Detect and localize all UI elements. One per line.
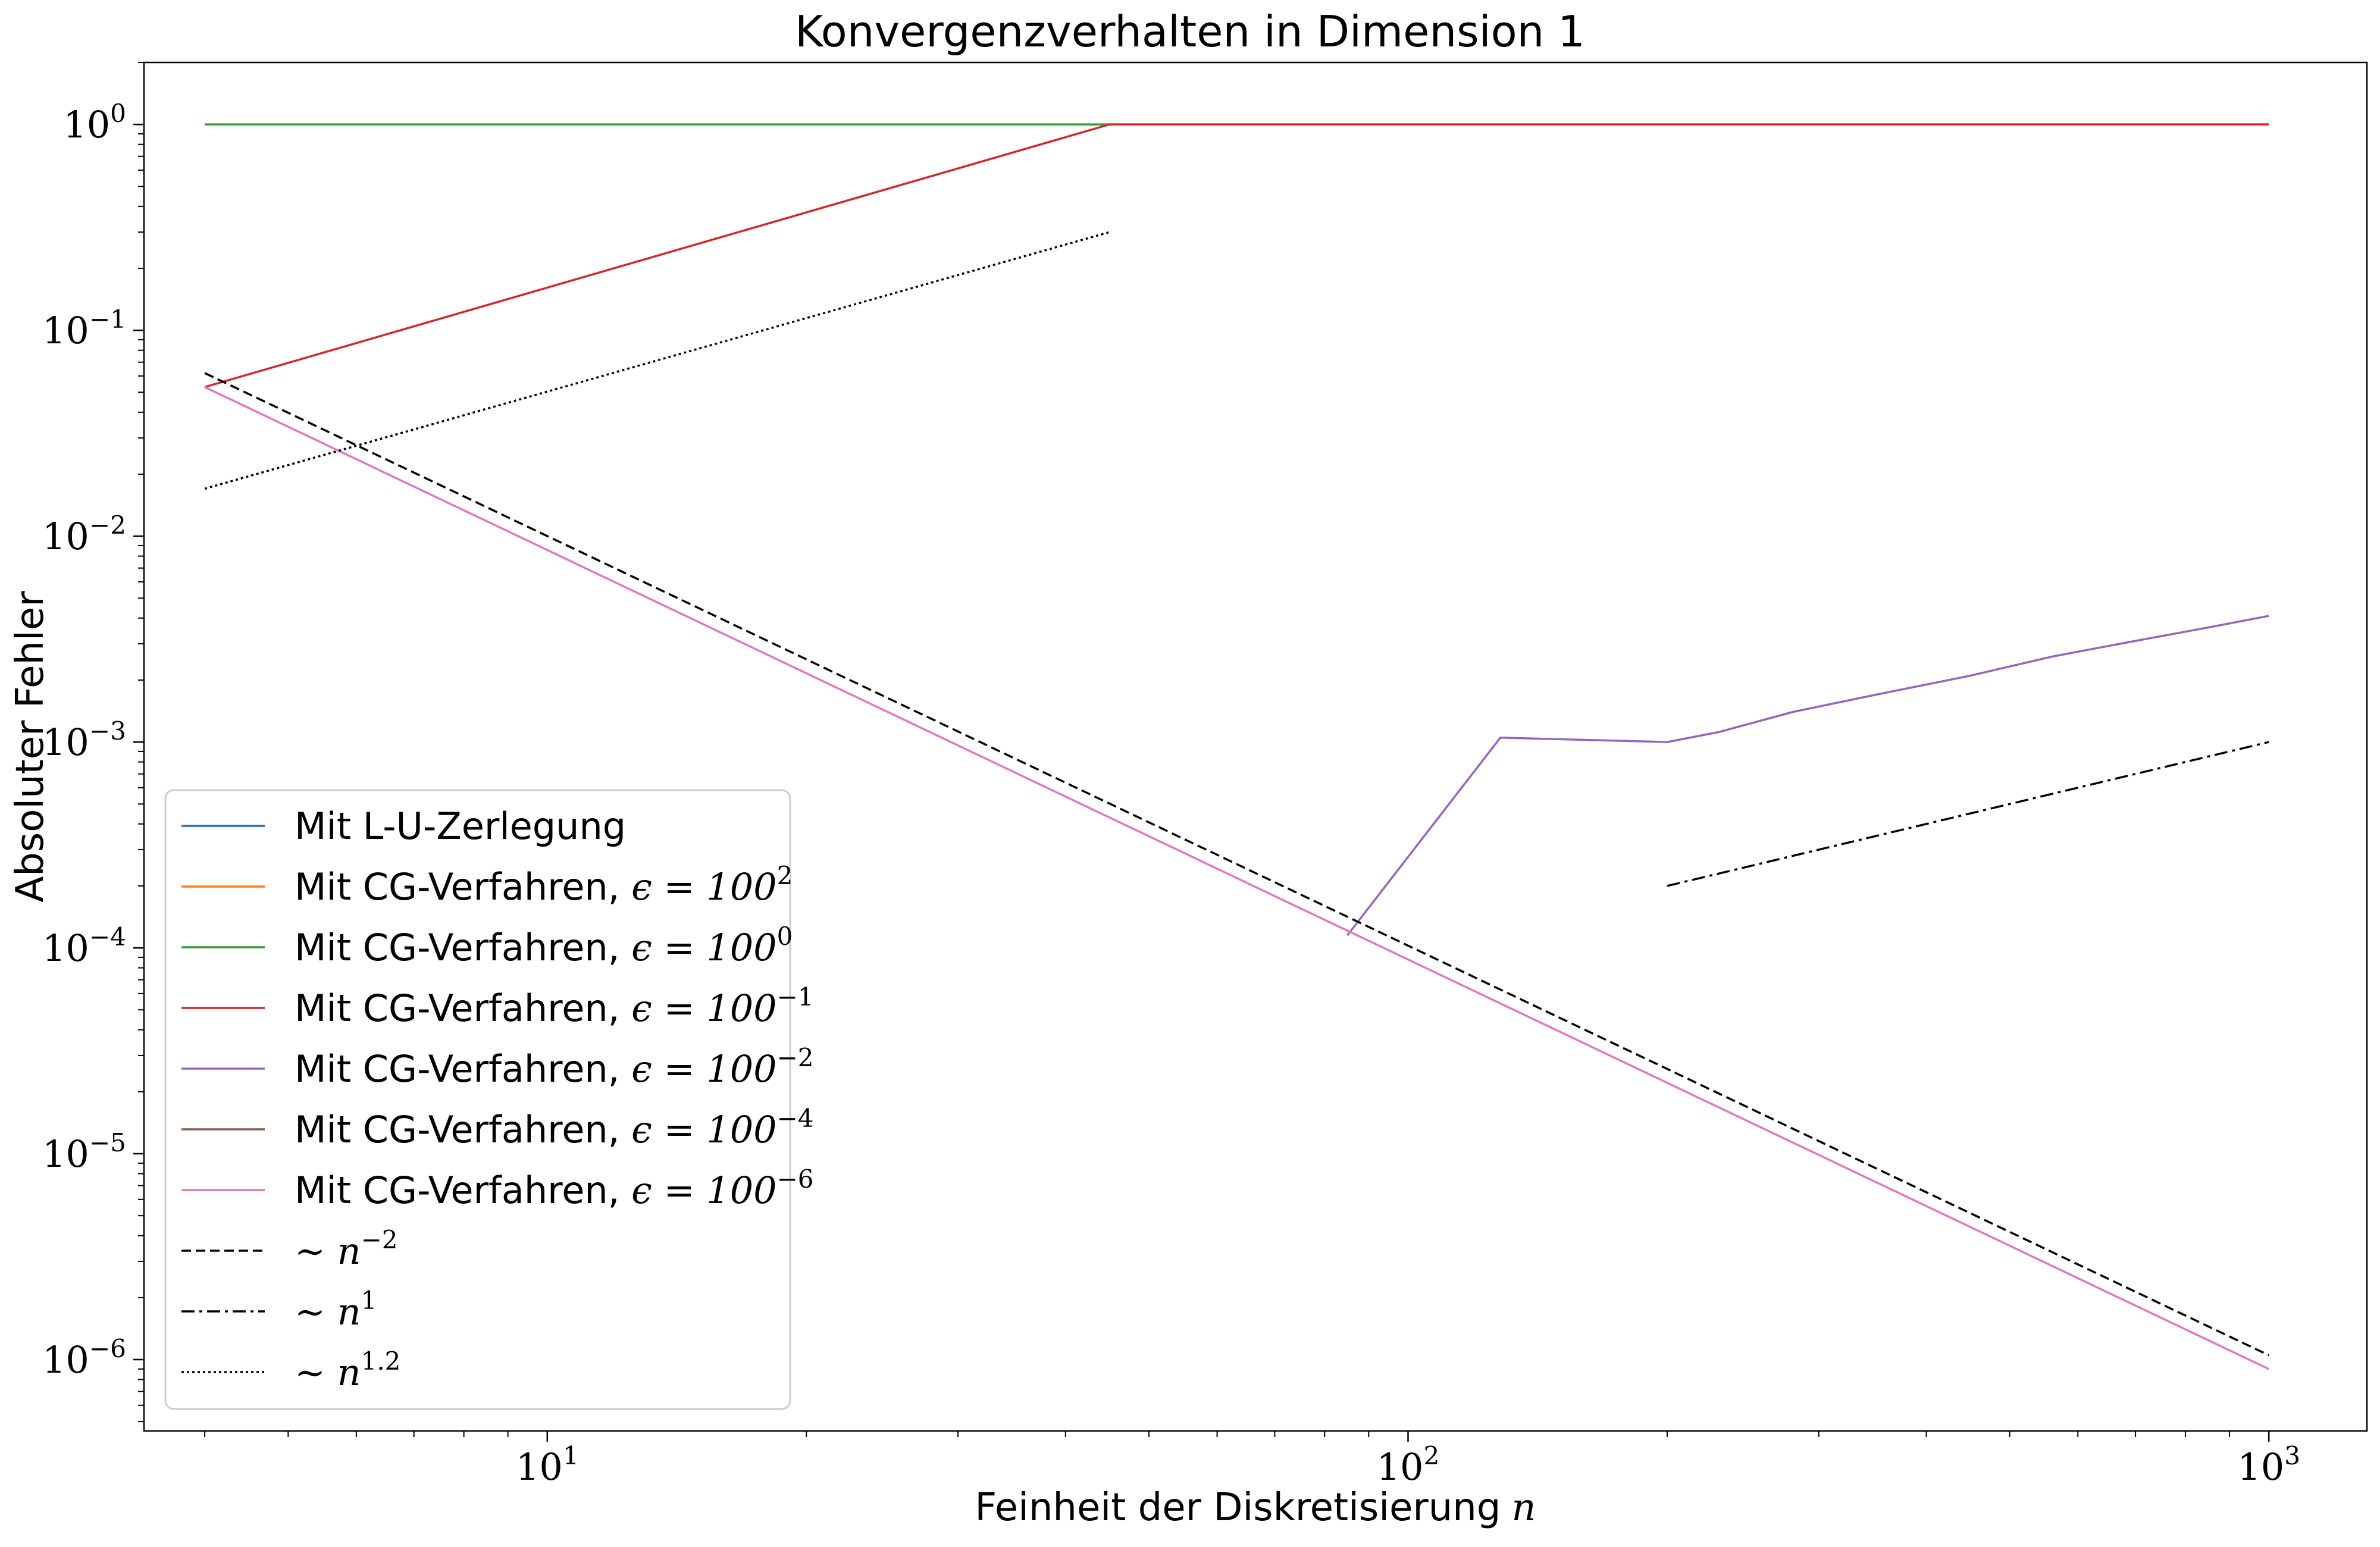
chart-title: Konvergenzverhalten in Dimension 1 <box>795 7 1585 57</box>
y-tick-label-6: 10−6 <box>42 1334 126 1382</box>
y-tick-label-6-exp: −6 <box>89 1334 126 1363</box>
x-tick-label-1: 102 <box>1377 1441 1440 1489</box>
legend-entry-exp: −2 <box>777 1043 814 1072</box>
y-tick-label-4-base: 10 <box>42 926 89 970</box>
legend-entry-math: ϵ = 100 <box>631 987 776 1030</box>
legend-entry-9: ∼ n1.2 <box>295 1346 400 1394</box>
x-tick-label-0-base: 10 <box>516 1445 563 1489</box>
y-tick-label-2-base: 10 <box>42 515 89 558</box>
y-tick-label-5: 10−5 <box>42 1128 126 1176</box>
y-tick-label-2-exp: −2 <box>89 511 126 540</box>
y-axis-label: Absoluter Fehler <box>8 591 52 903</box>
x-tick-label-2-exp: 3 <box>2284 1441 2300 1470</box>
legend-entry-math: ∼ n <box>295 1290 361 1333</box>
y-tick-label-1-base: 10 <box>42 309 89 352</box>
legend-entry-8: ∼ n1 <box>295 1286 377 1333</box>
y-tick-label-4: 10−4 <box>42 922 126 970</box>
legend-entry-name: Mit CG-Verfahren, <box>295 987 631 1030</box>
legend-entry-name: Mit L-U-Zerlegung <box>295 804 626 848</box>
y-tick-label-6-base: 10 <box>42 1338 89 1382</box>
legend-entry-name: Mit CG-Verfahren, <box>295 865 631 909</box>
legend-entry-name: Mit CG-Verfahren, <box>295 1047 631 1091</box>
legend-entry-exp: 1.2 <box>361 1346 401 1376</box>
series-line-9 <box>204 231 1110 490</box>
legend-entry-7: ∼ n−2 <box>295 1225 398 1273</box>
legend-entry-math: ϵ = 100 <box>631 1108 776 1151</box>
minor-tick-layer <box>138 62 2230 1437</box>
y-tick-label-5-base: 10 <box>42 1132 89 1176</box>
legend-entry-math: ∼ n <box>295 1351 361 1394</box>
y-tick-label-1: 10−1 <box>42 305 126 352</box>
legend-entry-name: Mit CG-Verfahren, <box>295 926 631 969</box>
plot-frame <box>143 61 2368 1432</box>
legend-entry-math: ϵ = 100 <box>631 865 776 909</box>
legend-entry-exp: 1 <box>361 1286 377 1315</box>
y-tick-label-3-exp: −3 <box>89 716 126 746</box>
y-tick-label-3: 10−3 <box>42 716 126 764</box>
series-line-8 <box>1667 741 2269 887</box>
legend: Mit L-U-Zerlegung Mit CG-Verfahren, ϵ = 1… <box>164 789 814 1410</box>
y-tick-label-3-base: 10 <box>42 721 89 764</box>
legend-entry-3: Mit CG-Verfahren, ϵ = 100−1 <box>295 982 814 1030</box>
y-tick-label-0-base: 10 <box>63 103 110 146</box>
legend-frame <box>164 789 791 1410</box>
legend-entry-exp: −4 <box>777 1104 814 1133</box>
legend-entry-1: Mit CG-Verfahren, ϵ = 1002 <box>295 861 793 909</box>
legend-entry-4: Mit CG-Verfahren, ϵ = 100−2 <box>295 1043 814 1091</box>
x-tick-label-2: 103 <box>2237 1441 2300 1489</box>
legend-entry-name: Mit CG-Verfahren, <box>295 1108 631 1151</box>
x-axis-label: Feinheit der Diskretisierung n <box>975 1486 1536 1530</box>
legend-entry-5: Mit CG-Verfahren, ϵ = 100−4 <box>295 1104 814 1151</box>
legend-entry-exp: −6 <box>777 1164 814 1194</box>
legend-entry-exp: 0 <box>777 922 793 951</box>
legend-entry-0: Mit L-U-Zerlegung <box>295 804 626 848</box>
legend-entry-6: Mit CG-Verfahren, ϵ = 100−6 <box>295 1164 814 1212</box>
y-tick-label-2: 10−2 <box>42 511 126 558</box>
y-tick-label-5-exp: −5 <box>89 1128 126 1157</box>
series-line-4 <box>1346 615 2269 937</box>
y-tick-label-0-exp: 0 <box>110 99 126 128</box>
series-line-3 <box>204 123 2269 389</box>
series-layer <box>204 123 2269 1370</box>
legend-entry-exp: 2 <box>777 861 793 890</box>
x-axis-label-var: n <box>1511 1486 1536 1530</box>
y-tick-label-0: 100 <box>63 99 126 146</box>
y-tick-label-1-exp: −1 <box>89 305 126 334</box>
legend-entry-exp: −2 <box>361 1225 398 1254</box>
x-tick-label-1-exp: 2 <box>1424 1441 1440 1470</box>
x-tick-label-2-base: 10 <box>2237 1445 2284 1489</box>
legend-entry-math: ϵ = 100 <box>631 1047 776 1091</box>
legend-entry-math: ϵ = 100 <box>631 926 776 969</box>
x-tick-label-1-base: 10 <box>1377 1445 1424 1489</box>
series-line-6 <box>204 386 2269 1370</box>
x-tick-label-0: 101 <box>516 1441 579 1489</box>
legend-entry-name: Mit CG-Verfahren, <box>295 1169 631 1212</box>
legend-entry-2: Mit CG-Verfahren, ϵ = 1000 <box>295 922 793 969</box>
x-tick-label-0-exp: 1 <box>563 1441 579 1470</box>
legend-entry-math: ∼ n <box>295 1229 361 1273</box>
legend-entry-math: ϵ = 100 <box>631 1169 776 1212</box>
legend-entry-exp: −1 <box>777 982 814 1012</box>
y-tick-label-4-exp: −4 <box>89 922 126 951</box>
x-axis-label-text: Feinheit der Diskretisierung <box>975 1486 1501 1530</box>
series-line-7 <box>204 372 2269 1357</box>
